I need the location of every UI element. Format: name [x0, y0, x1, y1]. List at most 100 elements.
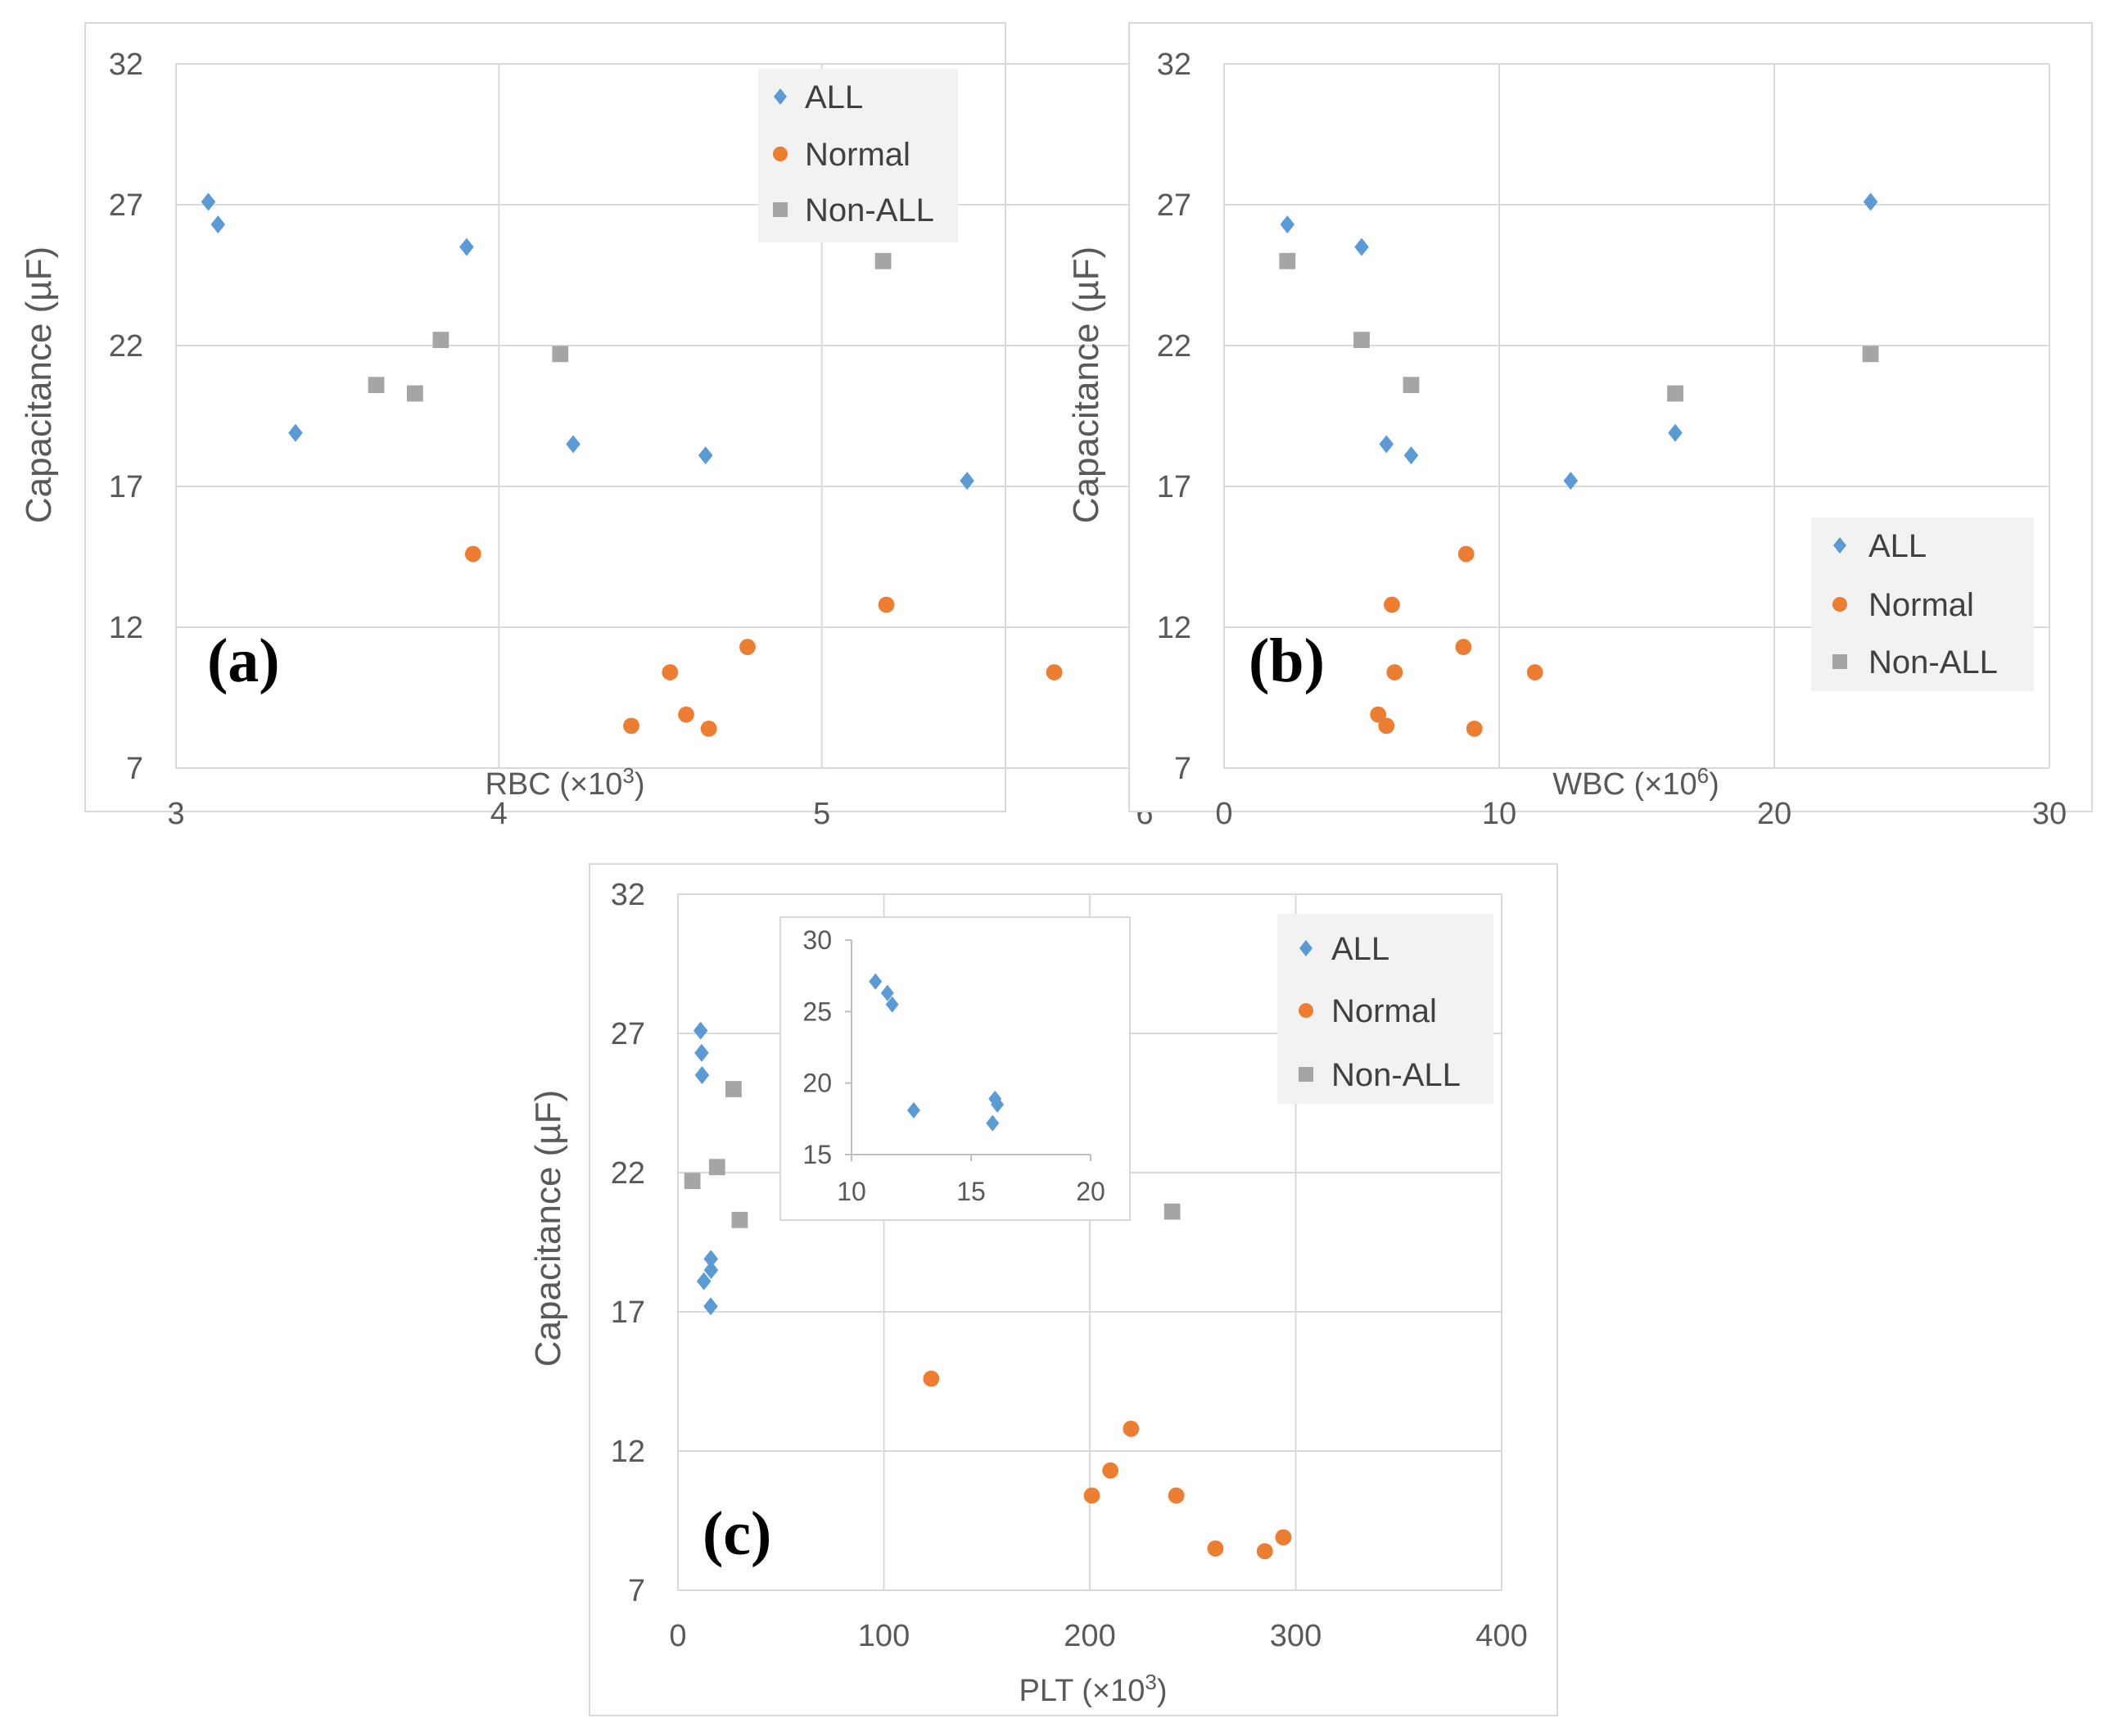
data-point-normal [1378, 717, 1395, 735]
chart-panel-c: 7 12 17 22 27 32 0 100 200 300 400 PLT (×103) Capaci… [528, 863, 1558, 1716]
inset-data-point-all [869, 973, 883, 990]
data-point-normal [464, 545, 481, 563]
legend-label-all: ALL [805, 79, 863, 115]
legend-marker-non_all [773, 202, 788, 217]
inset-data-point-all [885, 996, 899, 1013]
y-axis-label: Capacitance (µF) [1066, 246, 1106, 523]
y-tick-label: 22 [1157, 329, 1191, 364]
y-tick-label: 17 [611, 1295, 645, 1330]
data-point-normal [1046, 664, 1063, 680]
data-point-all [693, 1021, 708, 1040]
data-point-non_all [731, 1211, 748, 1228]
data-point-normal [1275, 1529, 1292, 1546]
data-point-non_all [1403, 377, 1420, 394]
legend-label-all: ALL [1331, 931, 1389, 967]
data-point-all [1863, 192, 1878, 211]
legend-label-normal: Normal [1868, 587, 1974, 623]
y-tick-label: 12 [611, 1435, 645, 1469]
data-point-normal [739, 639, 756, 655]
data-point-normal [1102, 1462, 1119, 1479]
x-axis-label: RBC (×103) [485, 763, 644, 802]
x-tick-label: 5 [813, 797, 830, 831]
x-tick-label: 30 [2032, 797, 2067, 831]
y-tick-label: 32 [109, 47, 143, 82]
legend-marker-all [1833, 537, 1846, 554]
x-tick-label: 300 [1270, 1619, 1322, 1653]
y-tick-label: 22 [611, 1156, 645, 1191]
inset-x-tick-label: 15 [956, 1177, 986, 1206]
data-point-all [703, 1261, 719, 1279]
data-point-normal [1123, 1420, 1140, 1437]
data-point-normal [1256, 1543, 1273, 1560]
y-tick-label: 22 [109, 329, 143, 364]
y-tick-label: 32 [611, 878, 645, 912]
x-tick-label: 3 [167, 797, 184, 831]
inset-data-point-all [991, 1096, 1005, 1113]
y-tick-label: 27 [611, 1017, 645, 1051]
series-all [1280, 192, 1878, 491]
x-tick-label: 100 [858, 1619, 910, 1653]
legend-marker-non_all [1299, 1067, 1313, 1082]
legend-box [758, 69, 958, 242]
legend: ALL Normal Non-ALL [758, 69, 958, 242]
data-point-non_all [1279, 252, 1296, 269]
y-tick-label: 17 [1157, 470, 1191, 504]
data-point-all [698, 446, 713, 465]
y-tick-label: 12 [1157, 611, 1191, 645]
data-point-normal [623, 717, 639, 735]
legend-label-non_all: Non-ALL [805, 192, 934, 228]
data-point-non_all [725, 1081, 742, 1097]
series-all [201, 192, 974, 491]
series-non_all [368, 252, 892, 402]
x-tick-label: 200 [1064, 1619, 1115, 1653]
y-tick-label: 7 [126, 752, 143, 786]
data-point-normal [1386, 664, 1403, 680]
data-point-all [1354, 237, 1369, 256]
data-point-all [703, 1250, 719, 1268]
data-point-all [1280, 215, 1295, 234]
data-point-all [1379, 435, 1394, 454]
panel-tag: (b) [1249, 626, 1325, 695]
y-tick-label: 27 [1157, 188, 1191, 223]
x-tick-label: 20 [1757, 797, 1791, 831]
x-axis-label: PLT (×103) [1019, 1670, 1168, 1708]
legend: ALL Normal Non-ALL [1277, 914, 1493, 1104]
data-point-normal [1455, 639, 1472, 655]
legend-marker-all [1299, 940, 1313, 956]
data-point-normal [923, 1370, 940, 1387]
data-point-non_all [874, 252, 892, 269]
inset-data-point-all [906, 1101, 920, 1119]
legend-marker-normal [1832, 597, 1847, 612]
data-point-all [960, 472, 974, 491]
data-point-non_all [1163, 1203, 1181, 1220]
x-tick-label: 400 [1475, 1619, 1527, 1653]
data-point-normal [1526, 664, 1543, 680]
data-point-normal [1207, 1540, 1224, 1557]
panel-tag: (a) [207, 626, 280, 695]
data-point-all [210, 215, 226, 234]
legend-label-normal: Normal [805, 137, 910, 173]
series-normal [923, 1370, 1292, 1560]
inset-frame [779, 916, 1131, 1221]
chart-panel-b: 7 12 17 22 27 32 0 10 20 30 WBC (×106) Capacitance … [1066, 22, 2093, 831]
y-tick-label: 7 [1174, 752, 1191, 786]
inset-x-tick-label: 20 [1076, 1177, 1105, 1206]
legend-label-non_all: Non-ALL [1331, 1057, 1461, 1093]
inset-y-tick-label: 20 [802, 1069, 832, 1098]
series-non_all [684, 1081, 1181, 1228]
legend-marker-normal [773, 147, 788, 161]
inset-y-tick-label: 15 [802, 1140, 832, 1169]
legend-marker-all [774, 88, 787, 105]
series-non_all [1279, 252, 1879, 402]
legend-box [1811, 518, 2034, 691]
x-axis-label: WBC (×106) [1552, 763, 1719, 802]
data-point-all [703, 1297, 718, 1316]
legend-label-normal: Normal [1331, 993, 1437, 1029]
data-point-non_all [368, 377, 385, 394]
x-tick-label: 4 [490, 797, 508, 831]
inset-y-tick-label: 30 [802, 925, 832, 955]
series-normal [1370, 545, 1543, 737]
data-point-non_all [406, 385, 423, 402]
